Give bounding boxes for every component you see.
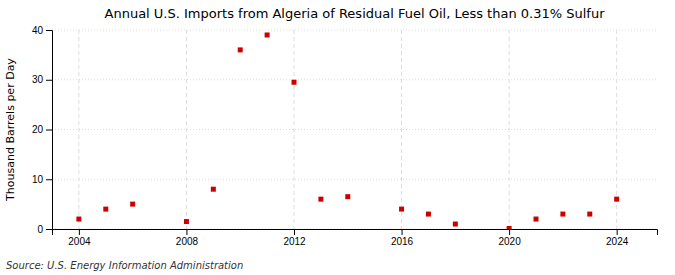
y-grid-line [52,30,657,31]
tick-mark [79,229,80,235]
tick-label: 40 [32,25,44,36]
x-grid-line [294,30,295,229]
tick-mark [402,229,403,235]
point [560,212,565,217]
tick-label: 20 [32,124,44,135]
y-axis-label: Thousand Barrels per Day [4,58,17,202]
y-grid-line [52,79,657,80]
y-grid-line [52,179,657,180]
title: Annual U.S. Imports from Algeria of Resi… [105,6,606,21]
tick: 30 [32,74,52,85]
tick-label: 2012 [283,236,306,247]
tick-label: 2020 [498,236,521,247]
tick-label: 2004 [68,236,91,247]
points [76,32,619,229]
tick: 2004 [68,229,91,247]
tick: 2012 [283,229,306,247]
tick-mark [46,30,52,31]
annotation: Source: U.S. Energy Information Administ… [6,260,243,271]
tick-label: 10 [32,174,44,185]
point [587,212,592,217]
tick-mark [509,229,510,235]
point [103,207,108,212]
point [184,219,189,224]
point [426,212,431,217]
plot: 2004 2008 2012 2016 2020 2024 0 10 20 30 40 [32,25,658,247]
tick-label: 30 [32,74,44,85]
point [453,222,458,227]
point [211,187,216,192]
tick: 10 [32,174,52,185]
tick-mark [46,80,52,81]
axis-line [53,230,658,236]
tick: 20 [32,124,52,135]
tick-mark [617,229,618,235]
chart: 2004 2008 2012 2016 2020 2024 0 10 20 30 40 Annual … [0,0,675,275]
tick-mark [46,179,52,180]
tick-mark [46,130,52,131]
tick-label: 2008 [176,236,199,247]
x-axis: 2004 2008 2012 2016 2020 2024 [53,229,658,247]
grid [52,30,657,229]
x-grid-line [186,30,187,229]
tick-mark [186,229,187,235]
tick-mark [294,229,295,235]
tick: 0 [37,224,52,235]
y-axis: 0 10 20 30 40 [32,25,53,235]
x-grid-line [401,30,402,229]
tick: 2016 [391,229,414,247]
tick-label: 2024 [606,236,629,247]
point [318,197,323,202]
point [265,32,270,37]
point [534,217,539,222]
tick: 40 [32,25,52,36]
point [399,207,404,212]
tick-label: 2016 [391,236,414,247]
point [238,47,243,52]
point [292,80,297,85]
point [507,226,512,229]
axis-line [46,31,53,230]
point [76,217,81,222]
y-grid-line [52,129,657,130]
tick: 2024 [606,229,629,247]
point [130,202,135,207]
tick: 2020 [498,229,521,247]
point [345,194,350,199]
tick-label: 0 [37,224,43,235]
tick: 2008 [176,229,199,247]
point [614,197,619,202]
tick-mark [46,229,52,230]
